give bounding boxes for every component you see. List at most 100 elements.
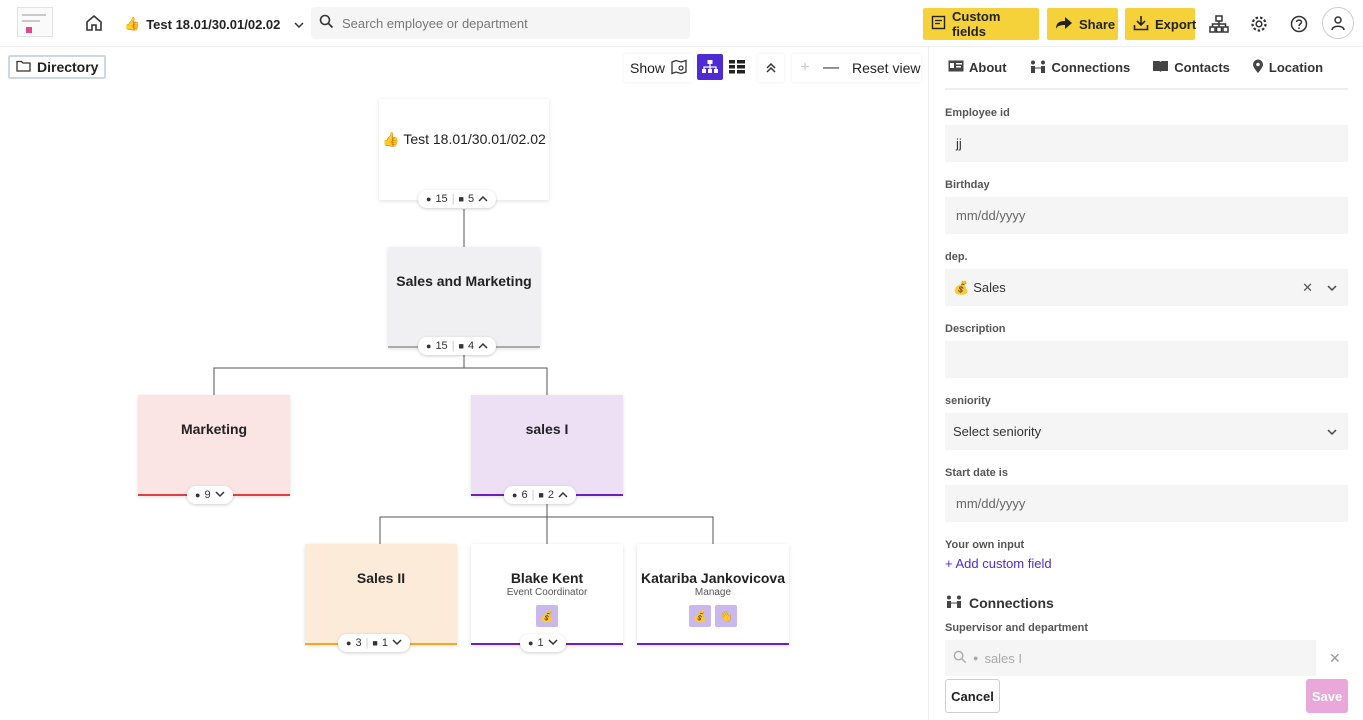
id-card-icon [948,60,964,75]
gear-icon[interactable] [1248,13,1270,35]
export-label: Export [1155,16,1197,32]
export-button[interactable]: Export [1125,8,1197,40]
money-bag-icon: 💰 [953,279,970,295]
description-label: Description [945,323,1006,335]
people-icon [1029,60,1047,76]
clear-icon[interactable]: ✕ [1329,650,1341,666]
project-emoji: 👍 [124,16,141,31]
dot-icon: ● [973,653,979,663]
connector-lines [213,209,714,544]
search-input[interactable] [342,15,672,31]
app-logo[interactable] [17,7,53,37]
seniority-select[interactable]: Select seniority [945,413,1348,450]
tab-location[interactable]: Location [1252,59,1323,77]
birthday-placeholder: mm/dd/yyyy [956,208,1026,223]
start-date-field[interactable]: mm/dd/yyyy [945,485,1348,522]
org-node-sales-ii[interactable]: Sales II [305,544,457,645]
person-icon: ● [426,194,432,204]
org-chart-canvas[interactable]: Directory Show + — Reset view 👍 Test 18.… [0,47,928,720]
supervisor-label: Supervisor and department [945,622,1089,634]
sales-i-counter[interactable]: ● 6 | ■ 2 [504,486,576,504]
details-panel: About Connections Contacts Location Empl… [928,47,1363,720]
chevron-down-icon [1327,424,1337,439]
org-node-katariba-jankovicova[interactable]: Katariba Jankovicova Manage 💰 👋 [637,544,789,645]
money-bag-badge-icon: 💰 [536,605,558,627]
custom-fields-label: Custom fields [952,9,1001,39]
tab-about[interactable]: About [948,60,1007,75]
sales-marketing-counter[interactable]: ● 15 | ■ 4 [418,337,497,355]
zoom-in-button[interactable]: + [800,59,810,76]
employee-name: Blake Kent [510,570,584,586]
employee-role: Manage [694,587,732,598]
sales-ii-counter[interactable]: ● 3 | ■ 1 [338,634,410,652]
project-selector[interactable]: 👍 Test 18.01/30.01/02.02 [124,14,304,34]
help-icon[interactable] [1288,13,1310,35]
department-icon: ■ [458,194,464,204]
connections-section-title: Connections [945,595,1054,611]
grid-view-toggle[interactable] [725,54,749,80]
double-chevron-up-icon [766,62,776,73]
org-view-toggle[interactable] [697,54,723,80]
marketing-counter[interactable]: ● 9 [187,486,233,504]
tab-contacts[interactable]: Contacts [1152,60,1230,76]
root-node-counter[interactable]: ● 15 | ■ 5 [418,190,497,208]
search-icon [319,14,334,32]
seniority-placeholder: Select seniority [953,424,1042,439]
own-input-label: Your own input [945,539,1025,551]
download-icon [1133,15,1149,34]
root-node-title: 👍 Test 18.01/30.01/02.02 [379,131,549,148]
separator: | [451,340,455,352]
user-avatar-icon[interactable] [1322,7,1354,39]
supervisor-field[interactable]: ● sales I [945,640,1316,676]
tab-about-label: About [969,60,1007,75]
tab-contacts-label: Contacts [1174,60,1230,75]
blake-kent-counter[interactable]: ● 1 [520,634,566,652]
badge-list: 💰 👋 [637,605,789,627]
person-icon: ● [346,638,352,648]
connections-title-label: Connections [969,595,1054,611]
tab-location-label: Location [1268,60,1324,75]
clear-icon[interactable]: ✕ [1302,279,1313,295]
directory-button[interactable]: Directory [8,55,107,79]
share-icon [1055,16,1073,33]
save-button[interactable]: Save [1306,679,1348,713]
employee-id-field[interactable]: jj [945,125,1348,162]
department-icon: ■ [458,341,464,351]
chevron-down-icon [392,637,402,649]
zoom-out-button[interactable]: — [823,59,839,76]
org-node-sales-i[interactable]: sales I [471,395,623,496]
cancel-button[interactable]: Cancel [945,679,1000,713]
add-custom-field-link[interactable]: + Add custom field [945,556,1052,571]
birthday-label: Birthday [945,179,990,191]
chevron-down-icon[interactable] [1327,280,1337,295]
employee-count: 1 [537,637,544,649]
birthday-field[interactable]: mm/dd/yyyy [945,197,1348,234]
start-date-label: Start date is [945,467,1008,479]
description-field[interactable] [945,341,1348,378]
money-bag-badge-icon: 💰 [689,605,711,627]
hierarchy-icon [702,60,718,73]
tab-connections[interactable]: Connections [1029,60,1130,76]
share-button[interactable]: Share [1047,8,1118,40]
waving-hand-badge-icon: 👋 [715,605,737,627]
employee-name: Katariba Jankovicova [641,570,785,586]
employee-count: 9 [204,489,211,501]
department-icon: ■ [372,638,378,648]
org-node-blake-kent[interactable]: Blake Kent Event Coordinator 💰 [471,544,623,645]
collapse-all-button[interactable] [758,54,784,82]
custom-fields-button[interactable]: Custom fields [923,8,1039,40]
org-node-sales-and-marketing[interactable]: Sales and Marketing [388,247,540,348]
chevron-up-icon [478,193,488,205]
org-node-marketing[interactable]: Marketing [138,395,290,496]
search-box[interactable] [311,7,690,39]
home-icon[interactable] [84,13,104,33]
org-node-root[interactable]: 👍 Test 18.01/30.01/02.02 [379,99,549,200]
person-icon: ● [512,490,518,500]
department-count: 1 [381,637,388,649]
reset-view-button[interactable]: Reset view [852,60,921,76]
show-button[interactable]: Show [624,54,694,82]
department-count: 2 [547,489,554,501]
dep-select[interactable]: 💰 Sales ✕ [945,269,1348,306]
start-date-placeholder: mm/dd/yyyy [956,496,1026,511]
org-chart-icon[interactable] [1208,13,1230,35]
